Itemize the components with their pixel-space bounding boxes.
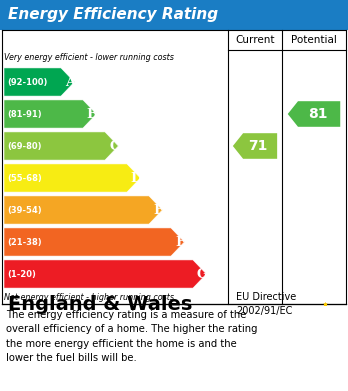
Polygon shape — [4, 228, 184, 256]
Text: (69-80): (69-80) — [7, 142, 41, 151]
Text: G: G — [197, 267, 208, 280]
Text: Potential: Potential — [291, 35, 337, 45]
Text: Very energy efficient - lower running costs: Very energy efficient - lower running co… — [4, 53, 174, 62]
Polygon shape — [4, 260, 206, 288]
Polygon shape — [4, 164, 140, 192]
Text: D: D — [130, 172, 142, 185]
Text: B: B — [87, 108, 98, 120]
Text: The energy efficiency rating is a measure of the
overall efficiency of a home. T: The energy efficiency rating is a measur… — [6, 310, 258, 363]
Text: 81: 81 — [308, 107, 327, 121]
Text: Energy Efficiency Rating: Energy Efficiency Rating — [8, 7, 218, 23]
Polygon shape — [233, 133, 277, 159]
Polygon shape — [4, 196, 163, 224]
Text: E: E — [153, 203, 163, 217]
Polygon shape — [4, 132, 118, 160]
Text: F: F — [176, 235, 185, 249]
Text: Not energy efficient - higher running costs: Not energy efficient - higher running co… — [4, 293, 174, 302]
Text: (92-100): (92-100) — [7, 77, 47, 86]
Text: A: A — [65, 75, 76, 88]
Bar — [0, 0, 348, 30]
Text: 71: 71 — [248, 139, 268, 153]
Text: EU Directive: EU Directive — [236, 292, 296, 302]
Text: Current: Current — [235, 35, 275, 45]
Text: (81-91): (81-91) — [7, 109, 42, 118]
Text: C: C — [109, 140, 120, 152]
Polygon shape — [4, 68, 74, 96]
Polygon shape — [4, 100, 96, 128]
Polygon shape — [288, 101, 340, 127]
Text: (55-68): (55-68) — [7, 174, 42, 183]
Text: (1-20): (1-20) — [7, 269, 36, 278]
Text: 2002/91/EC: 2002/91/EC — [236, 306, 292, 316]
Text: England & Wales: England & Wales — [8, 294, 192, 314]
Text: (39-54): (39-54) — [7, 206, 42, 215]
Text: (21-38): (21-38) — [7, 237, 42, 246]
